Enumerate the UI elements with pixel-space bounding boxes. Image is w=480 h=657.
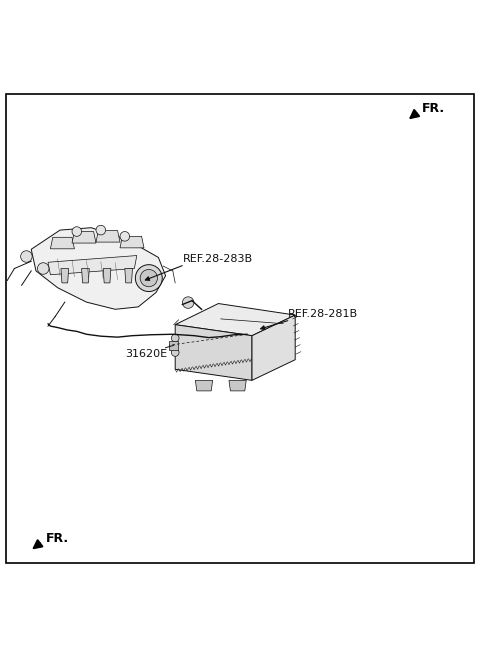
Polygon shape [50, 237, 74, 249]
Circle shape [171, 349, 179, 356]
Polygon shape [31, 228, 166, 309]
Polygon shape [175, 325, 252, 380]
Circle shape [140, 269, 157, 286]
Circle shape [96, 225, 106, 235]
Polygon shape [195, 380, 213, 391]
Polygon shape [125, 269, 132, 283]
Text: 31620E: 31620E [125, 349, 167, 359]
Circle shape [182, 297, 194, 308]
Text: REF.28-281B: REF.28-281B [288, 309, 358, 319]
Polygon shape [72, 231, 96, 243]
Polygon shape [82, 269, 89, 283]
Circle shape [72, 227, 82, 237]
Text: REF.28-283B: REF.28-283B [182, 254, 252, 263]
Circle shape [171, 334, 179, 342]
Polygon shape [61, 269, 69, 283]
Polygon shape [229, 380, 246, 391]
Text: FR.: FR. [46, 532, 69, 545]
Circle shape [135, 265, 162, 292]
Circle shape [120, 231, 130, 241]
Circle shape [21, 251, 32, 262]
Polygon shape [103, 269, 111, 283]
Polygon shape [120, 237, 144, 248]
Text: FR.: FR. [421, 102, 444, 115]
Polygon shape [169, 340, 178, 350]
Circle shape [37, 263, 49, 274]
Polygon shape [48, 256, 137, 275]
Polygon shape [252, 315, 295, 380]
Polygon shape [96, 231, 120, 242]
Polygon shape [175, 304, 295, 336]
